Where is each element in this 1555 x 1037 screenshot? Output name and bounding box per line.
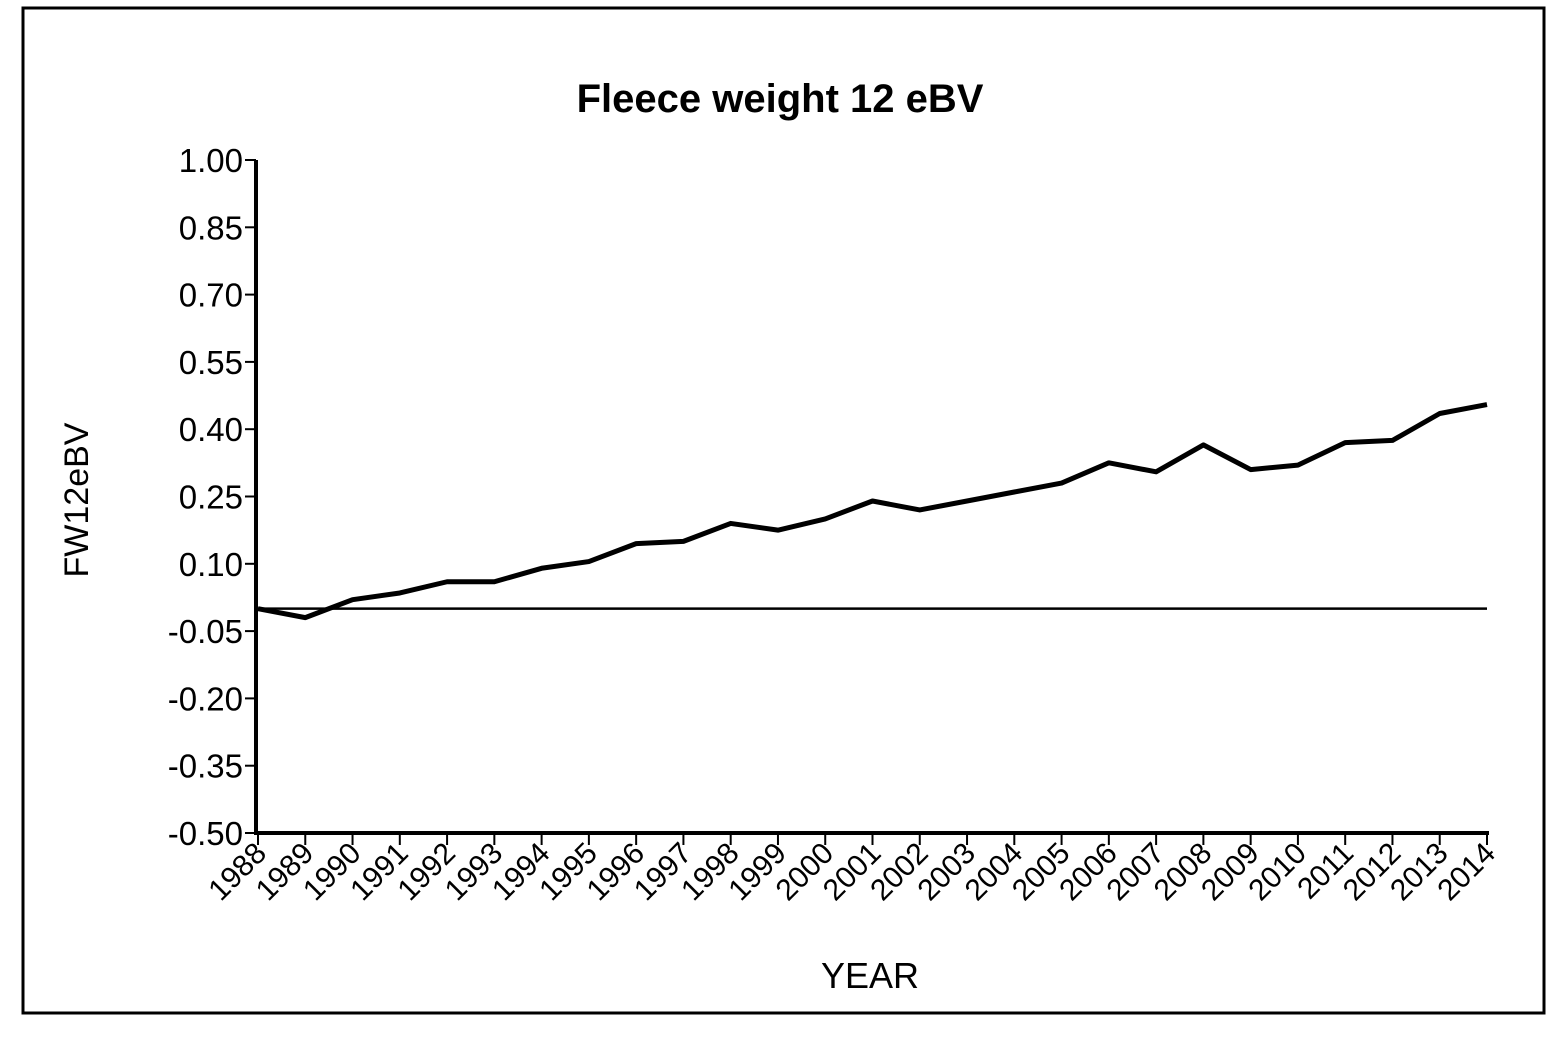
y-tick-label: 0.85	[179, 209, 243, 246]
y-axis-title: FW12eBV	[58, 422, 96, 577]
data-line	[257, 402, 1488, 621]
x-axis-title: YEAR	[821, 955, 919, 996]
chart-title: Fleece weight 12 eBV	[577, 77, 984, 121]
y-tick-label: -0.35	[168, 748, 243, 785]
chart-border	[21, 6, 1546, 1015]
y-tick-label: -0.05	[168, 613, 243, 650]
y-tick-label: -0.50	[168, 815, 243, 852]
y-tick-label: 0.55	[179, 344, 243, 381]
y-tick-label: 0.25	[179, 479, 243, 516]
y-tick-label: -0.20	[168, 680, 243, 717]
x-tick-label: 2014	[1431, 837, 1502, 908]
y-tick-label: 0.40	[179, 411, 243, 448]
y-tick-label: 0.70	[179, 277, 243, 314]
y-tick-label: 0.10	[179, 546, 243, 583]
y-tick-label: 1.00	[179, 142, 243, 179]
